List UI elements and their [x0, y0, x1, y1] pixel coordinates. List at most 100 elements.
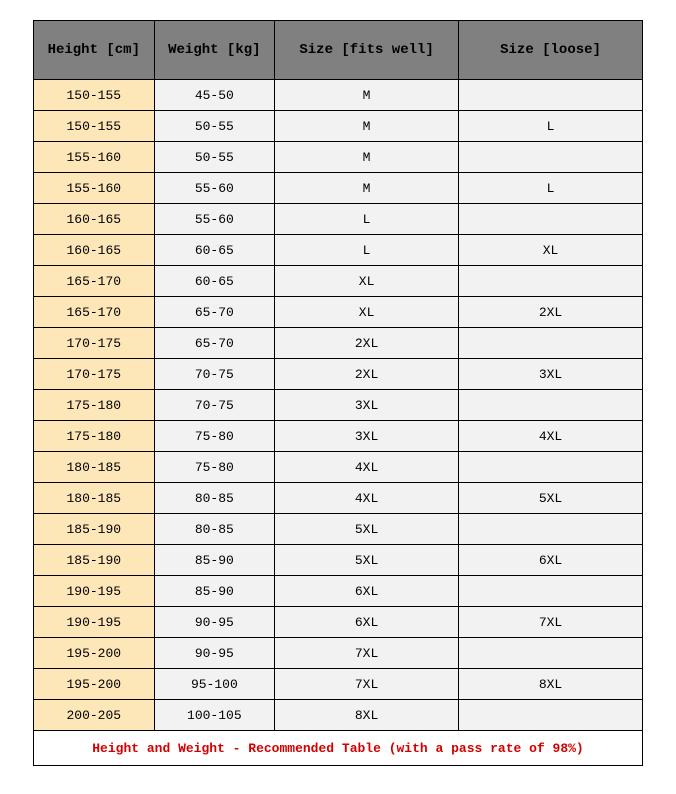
table-row: 180-18580-854XL5XL	[34, 483, 643, 514]
cell-weight: 60-65	[154, 235, 275, 266]
cell-height: 175-180	[34, 421, 155, 452]
cell-size-loose: 4XL	[459, 421, 643, 452]
cell-weight: 55-60	[154, 173, 275, 204]
cell-size-loose: 5XL	[459, 483, 643, 514]
cell-height: 200-205	[34, 700, 155, 731]
table-row: 175-18070-753XL	[34, 390, 643, 421]
table-row: 195-20090-957XL	[34, 638, 643, 669]
cell-height: 155-160	[34, 173, 155, 204]
table-footer-row: Height and Weight - Recommended Table (w…	[34, 731, 643, 766]
table-row: 150-15550-55ML	[34, 111, 643, 142]
cell-size-fits: 8XL	[275, 700, 459, 731]
cell-size-fits: 7XL	[275, 669, 459, 700]
cell-height: 195-200	[34, 638, 155, 669]
table-row: 195-20095-1007XL8XL	[34, 669, 643, 700]
table-row: 175-18075-803XL4XL	[34, 421, 643, 452]
cell-size-loose	[459, 514, 643, 545]
cell-size-loose	[459, 390, 643, 421]
cell-weight: 80-85	[154, 514, 275, 545]
cell-size-fits: 6XL	[275, 576, 459, 607]
cell-size-loose	[459, 576, 643, 607]
cell-weight: 100-105	[154, 700, 275, 731]
cell-weight: 85-90	[154, 545, 275, 576]
cell-size-loose	[459, 80, 643, 111]
cell-weight: 45-50	[154, 80, 275, 111]
cell-size-fits: 5XL	[275, 514, 459, 545]
table-row: 185-19080-855XL	[34, 514, 643, 545]
cell-size-loose	[459, 266, 643, 297]
cell-height: 180-185	[34, 483, 155, 514]
footer-note: Height and Weight - Recommended Table (w…	[34, 731, 643, 766]
table-row: 150-15545-50M	[34, 80, 643, 111]
cell-height: 150-155	[34, 111, 155, 142]
cell-weight: 60-65	[154, 266, 275, 297]
cell-weight: 65-70	[154, 297, 275, 328]
cell-weight: 75-80	[154, 452, 275, 483]
table-row: 190-19590-956XL7XL	[34, 607, 643, 638]
col-header-height: Height [cm]	[34, 21, 155, 80]
cell-weight: 75-80	[154, 421, 275, 452]
table-row: 200-205100-1058XL	[34, 700, 643, 731]
cell-size-fits: 3XL	[275, 421, 459, 452]
cell-size-loose	[459, 204, 643, 235]
cell-height: 170-175	[34, 328, 155, 359]
cell-height: 155-160	[34, 142, 155, 173]
cell-height: 165-170	[34, 266, 155, 297]
cell-weight: 95-100	[154, 669, 275, 700]
cell-size-loose: 3XL	[459, 359, 643, 390]
table-body: 150-15545-50M150-15550-55ML155-16050-55M…	[34, 80, 643, 731]
cell-weight: 90-95	[154, 638, 275, 669]
cell-weight: 85-90	[154, 576, 275, 607]
cell-weight: 55-60	[154, 204, 275, 235]
cell-height: 150-155	[34, 80, 155, 111]
cell-size-fits: XL	[275, 266, 459, 297]
cell-size-fits: M	[275, 111, 459, 142]
cell-size-fits: 5XL	[275, 545, 459, 576]
cell-height: 165-170	[34, 297, 155, 328]
table-row: 185-19085-905XL6XL	[34, 545, 643, 576]
cell-size-fits: M	[275, 142, 459, 173]
cell-weight: 70-75	[154, 390, 275, 421]
table-row: 155-16055-60ML	[34, 173, 643, 204]
cell-size-fits: M	[275, 80, 459, 111]
cell-weight: 80-85	[154, 483, 275, 514]
cell-size-fits: XL	[275, 297, 459, 328]
cell-height: 195-200	[34, 669, 155, 700]
table-row: 165-17065-70XL2XL	[34, 297, 643, 328]
cell-height: 170-175	[34, 359, 155, 390]
cell-weight: 50-55	[154, 111, 275, 142]
cell-height: 190-195	[34, 607, 155, 638]
cell-size-loose	[459, 142, 643, 173]
cell-height: 190-195	[34, 576, 155, 607]
col-header-fits: Size [fits well]	[275, 21, 459, 80]
cell-size-loose: XL	[459, 235, 643, 266]
table-row: 180-18575-804XL	[34, 452, 643, 483]
size-chart-table: Height [cm] Weight [kg] Size [fits well]…	[33, 20, 643, 766]
cell-size-fits: 4XL	[275, 483, 459, 514]
table-row: 160-16555-60L	[34, 204, 643, 235]
cell-size-fits: M	[275, 173, 459, 204]
cell-height: 160-165	[34, 235, 155, 266]
cell-size-loose: 7XL	[459, 607, 643, 638]
table-header-row: Height [cm] Weight [kg] Size [fits well]…	[34, 21, 643, 80]
cell-weight: 65-70	[154, 328, 275, 359]
cell-size-loose: 8XL	[459, 669, 643, 700]
cell-size-fits: L	[275, 204, 459, 235]
col-header-weight: Weight [kg]	[154, 21, 275, 80]
cell-size-fits: L	[275, 235, 459, 266]
table-row: 190-19585-906XL	[34, 576, 643, 607]
cell-size-fits: 2XL	[275, 359, 459, 390]
cell-height: 180-185	[34, 452, 155, 483]
cell-size-fits: 3XL	[275, 390, 459, 421]
table-row: 170-17570-752XL3XL	[34, 359, 643, 390]
cell-size-loose	[459, 700, 643, 731]
table-row: 160-16560-65LXL	[34, 235, 643, 266]
cell-height: 185-190	[34, 545, 155, 576]
cell-size-loose	[459, 328, 643, 359]
cell-size-loose	[459, 638, 643, 669]
cell-size-fits: 4XL	[275, 452, 459, 483]
table-row: 165-17060-65XL	[34, 266, 643, 297]
cell-size-loose	[459, 452, 643, 483]
cell-size-loose: 2XL	[459, 297, 643, 328]
cell-size-fits: 7XL	[275, 638, 459, 669]
